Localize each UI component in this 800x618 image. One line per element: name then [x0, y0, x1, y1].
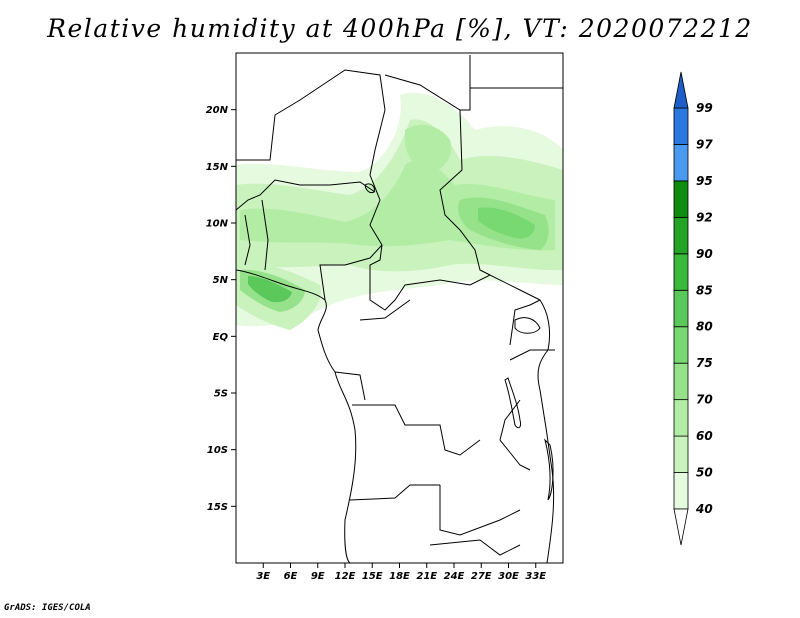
y-tick-label: 15S	[207, 502, 228, 513]
grads-credit: GrADS: IGES/COLA	[4, 603, 91, 613]
lake-outline	[364, 183, 375, 194]
border-line	[352, 404, 481, 456]
map-title: Relative humidity at 400hPa [%], VT: 202…	[47, 14, 753, 43]
colorbar-bin	[673, 180, 689, 218]
colorbar-label: 70	[696, 393, 713, 407]
border-line	[499, 399, 531, 471]
x-tick-label: 15E	[362, 571, 383, 582]
humidity-region-guinea-core	[248, 276, 292, 303]
colorbar-label: 60	[696, 429, 713, 443]
lake-outline	[504, 377, 521, 429]
border-line	[439, 109, 491, 276]
colorbar-bin	[673, 399, 689, 437]
colorbar-bin	[673, 107, 689, 145]
x-tick-label: 30E	[498, 571, 519, 582]
colorbar-label: 50	[696, 466, 713, 480]
x-tick-label: 33E	[525, 571, 546, 582]
x-tick-label: 6E	[284, 571, 298, 582]
colorbar-bin	[673, 216, 689, 255]
colorbar-bin	[673, 362, 689, 401]
colorbar-low-triangle	[673, 508, 689, 546]
colorbar-bin	[673, 472, 689, 510]
x-axis: 3E 6E 9E 12E 15E 18E 21E 24E 27E 30E 33E	[256, 563, 546, 582]
colorbar-label: 95	[696, 174, 713, 188]
colorbar: 40 50 60 70 75 80 85 90 92 95 97 99	[673, 71, 713, 546]
colorbar-label: 40	[695, 502, 713, 516]
humidity-field	[236, 92, 563, 330]
border-line	[384, 55, 471, 111]
x-tick-label: 21E	[416, 571, 437, 582]
country-borders	[236, 55, 563, 563]
y-tick-label: 15N	[206, 162, 229, 173]
y-tick-label: 5S	[214, 389, 228, 400]
y-tick-label: 10S	[207, 445, 228, 456]
border-line	[236, 179, 376, 211]
border-line	[334, 371, 366, 401]
y-tick-label: 20N	[206, 105, 229, 116]
border-line	[429, 539, 521, 556]
colorbar-bin	[673, 435, 689, 473]
x-tick-label: 12E	[335, 571, 356, 582]
border-line	[319, 264, 345, 301]
colorbar-high-triangle	[673, 71, 689, 109]
colorbar-label: 80	[696, 320, 713, 334]
x-tick-label: 9E	[311, 571, 325, 582]
border-line	[359, 299, 411, 321]
border-line	[261, 199, 269, 271]
colorbar-label: 99	[696, 101, 713, 115]
colorbar-label: 97	[696, 137, 713, 151]
x-tick-label: 18E	[389, 571, 410, 582]
humidity-region-north	[405, 124, 452, 172]
y-tick-label: 5N	[213, 275, 229, 286]
colorbar-bin	[673, 289, 689, 328]
x-tick-label: 3E	[256, 571, 270, 582]
y-axis: 20N 15N 10N 5N EQ 5S 10S 15S	[206, 105, 236, 513]
colorbar-label: 90	[696, 247, 713, 261]
colorbar-label: 85	[696, 283, 713, 297]
border-line	[509, 349, 555, 361]
y-tick-label: 10N	[206, 219, 229, 230]
humidity-region-east-core	[478, 207, 535, 239]
colorbar-label: 75	[696, 356, 713, 370]
x-tick-label: 27E	[471, 571, 492, 582]
coastline-east	[537, 299, 555, 563]
border-line	[509, 299, 541, 346]
colorbar-bin	[673, 144, 689, 182]
coastline-west	[236, 269, 357, 563]
colorbar-bin	[673, 253, 689, 291]
x-tick-label: 24E	[444, 571, 465, 582]
colorbar-label: 92	[696, 210, 713, 224]
border-line	[439, 485, 521, 536]
border-line	[344, 244, 383, 266]
y-tick-label: EQ	[213, 332, 229, 343]
lake-outline	[544, 438, 554, 501]
border-line	[244, 214, 251, 266]
border-line	[349, 484, 440, 501]
colorbar-bin	[673, 326, 689, 364]
lake-outline	[514, 317, 541, 334]
